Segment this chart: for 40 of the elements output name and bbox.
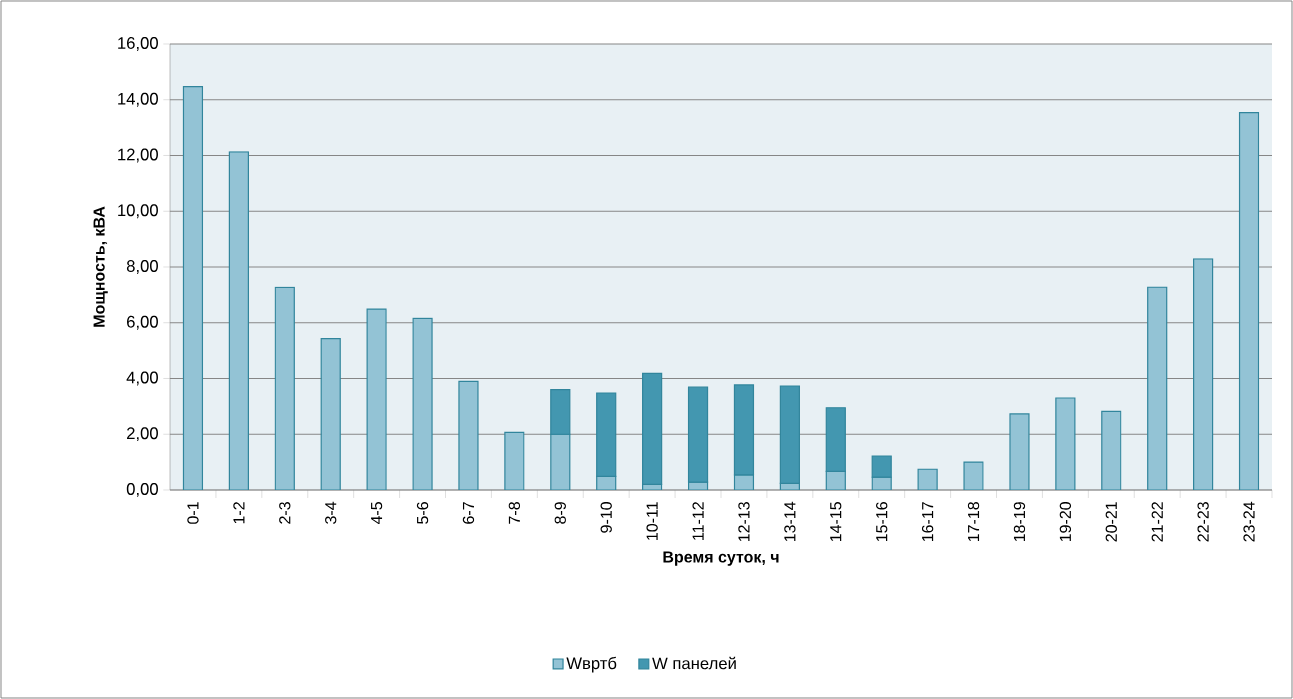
bar	[458, 380, 479, 490]
x-tick-label: 14-15	[830, 502, 842, 542]
x-tick-label: 4-5	[371, 502, 383, 525]
y-tick-label: 0,00	[126, 483, 158, 497]
y-axis-title: Мощность, кВА	[93, 206, 108, 327]
y-tick-label: 6,00	[127, 315, 158, 330]
y-tick-label: 16,00	[118, 37, 158, 51]
x-tick-label: 18-19	[1013, 502, 1026, 542]
x-tick-label: 10-11	[646, 502, 658, 540]
x-tick-label: 8-9	[554, 502, 566, 524]
x-tick-label: 11-12	[692, 502, 704, 540]
y-tick-label: 4,00	[126, 371, 158, 386]
x-tick-label: 13-14	[784, 501, 796, 542]
x-tick-label: 23-24	[1243, 501, 1255, 542]
y-tick-label: 14,00	[118, 92, 158, 107]
bar	[1193, 258, 1214, 490]
x-axis-title: Время суток, ч	[663, 551, 779, 566]
x-tick-label: 16-17	[921, 502, 934, 542]
bar	[642, 372, 663, 486]
x-tick-label: 19-20	[1059, 501, 1072, 542]
x-tick-label: 5-6	[416, 502, 429, 524]
x-tick-label: 15-16	[876, 502, 888, 542]
y-tick-label: 12,00	[118, 148, 158, 163]
y-tick-label: 2,00	[127, 427, 158, 442]
x-tick-label: 6-7	[462, 502, 475, 524]
x-tick-label: 2-3	[279, 502, 291, 524]
x-tick-label: 3-4	[325, 501, 337, 524]
x-tick-label: 0-1	[187, 502, 199, 524]
y-tick-label: 10,00	[118, 204, 158, 219]
x-tick-label: 1-2	[233, 502, 245, 524]
x-tick-label: 9-10	[600, 501, 612, 533]
x-tick-label: 7-8	[508, 502, 521, 524]
y-tick-label: 8,00	[126, 260, 158, 274]
x-tick-label: 21-22	[1151, 502, 1163, 542]
x-tick-label: 22-23	[1197, 502, 1209, 542]
legend-label: Wвртб	[566, 656, 617, 673]
x-tick-label: 17-18	[967, 502, 980, 542]
x-tick-label: 20-21	[1105, 502, 1117, 542]
x-tick-label: 12-13	[738, 502, 750, 542]
legend-label: W панелей	[652, 656, 736, 670]
